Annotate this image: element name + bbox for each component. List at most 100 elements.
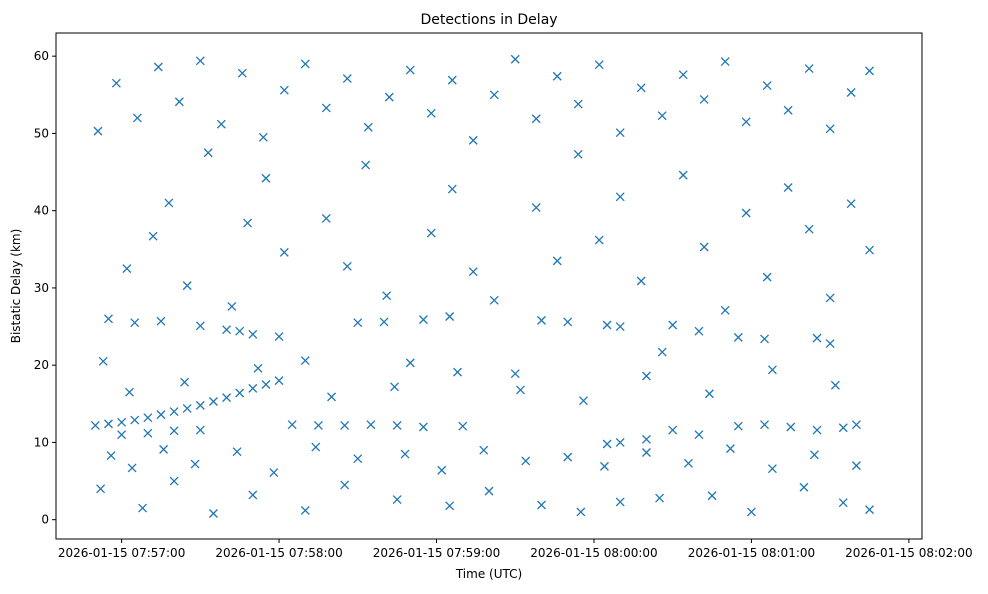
data-point <box>707 491 717 501</box>
data-point <box>602 439 612 449</box>
data-point <box>594 60 604 70</box>
data-point <box>248 329 258 339</box>
data-point <box>261 380 271 389</box>
data-point <box>235 326 245 336</box>
data-point <box>222 325 232 335</box>
y-tick-label: 0 <box>41 513 49 527</box>
data-point <box>90 420 100 430</box>
data-point <box>510 369 520 379</box>
data-point <box>838 423 848 433</box>
data-point <box>195 56 205 66</box>
data-point <box>321 213 331 223</box>
data-point <box>615 497 625 507</box>
data-point <box>405 358 415 368</box>
data-point <box>232 447 242 457</box>
data-point <box>720 57 730 67</box>
data-point <box>615 192 625 202</box>
data-point <box>576 507 586 517</box>
data-point <box>657 111 667 121</box>
data-point <box>321 103 331 113</box>
data-point <box>830 380 840 390</box>
chart-title: Detections in Delay <box>420 12 557 28</box>
data-point <box>851 461 861 471</box>
data-point <box>552 71 562 81</box>
data-point <box>812 425 822 435</box>
data-point <box>655 493 665 503</box>
data-point <box>342 261 352 271</box>
data-point <box>615 128 625 138</box>
data-point <box>516 385 525 395</box>
data-point <box>720 305 730 315</box>
x-tick-label: 2026-01-15 07:58:00 <box>215 546 342 560</box>
data-point <box>130 318 140 328</box>
data-point <box>825 124 835 134</box>
data-point <box>641 434 651 444</box>
data-point <box>804 64 814 73</box>
data-point <box>846 199 856 209</box>
y-tick-label: 60 <box>34 49 49 63</box>
data-point <box>153 62 163 72</box>
x-tick-label: 2026-01-15 08:02:00 <box>845 546 972 560</box>
data-point <box>725 444 735 454</box>
data-point <box>279 85 289 95</box>
data-point <box>668 425 678 435</box>
data-point <box>418 315 428 325</box>
data-point <box>741 117 751 127</box>
data-point <box>767 365 777 375</box>
data-point <box>783 183 793 192</box>
y-tick-label: 50 <box>34 126 49 140</box>
data-point <box>361 160 371 170</box>
data-point <box>227 302 237 311</box>
data-point <box>699 242 709 252</box>
data-point <box>353 318 363 328</box>
data-point <box>169 476 179 486</box>
data-point <box>132 113 142 123</box>
data-point <box>809 450 819 460</box>
data-point <box>760 420 770 430</box>
y-tick-label: 10 <box>34 435 49 449</box>
data-point <box>164 198 174 208</box>
data-point <box>405 65 415 75</box>
data-point <box>274 376 284 386</box>
data-point <box>846 88 856 97</box>
data-point <box>190 459 200 469</box>
data-point <box>783 105 793 115</box>
data-point <box>248 383 258 393</box>
data-point <box>169 407 179 416</box>
data-point <box>521 456 531 466</box>
data-point <box>825 293 835 303</box>
data-point <box>573 149 583 159</box>
data-point <box>458 421 468 431</box>
data-point <box>489 90 499 100</box>
data-point <box>243 218 253 228</box>
data-point <box>510 54 520 64</box>
data-point <box>340 480 350 490</box>
data-point <box>799 482 809 492</box>
data-point <box>195 400 205 410</box>
y-axis-ticks: 0 10 20 30 40 50 60 <box>34 49 56 527</box>
data-point <box>258 132 268 142</box>
data-point <box>437 465 447 475</box>
data-point <box>127 463 137 473</box>
data-point <box>453 367 462 377</box>
data-point <box>216 119 226 129</box>
data-point <box>741 208 751 218</box>
data-point <box>602 320 612 330</box>
data-point <box>182 281 192 291</box>
data-point <box>117 430 127 440</box>
y-tick-label: 40 <box>34 204 49 218</box>
data-point <box>657 347 667 357</box>
data-point <box>143 428 153 438</box>
data-point <box>96 484 106 494</box>
data-point <box>379 317 389 327</box>
data-point <box>392 495 402 505</box>
data-point <box>340 420 350 430</box>
data-point <box>851 420 861 430</box>
data-point <box>615 437 625 447</box>
data-point <box>117 417 127 427</box>
data-point <box>366 420 376 430</box>
data-point <box>222 393 232 403</box>
x-tick-label: 2026-01-15 07:57:00 <box>58 546 185 560</box>
data-point <box>445 501 455 511</box>
